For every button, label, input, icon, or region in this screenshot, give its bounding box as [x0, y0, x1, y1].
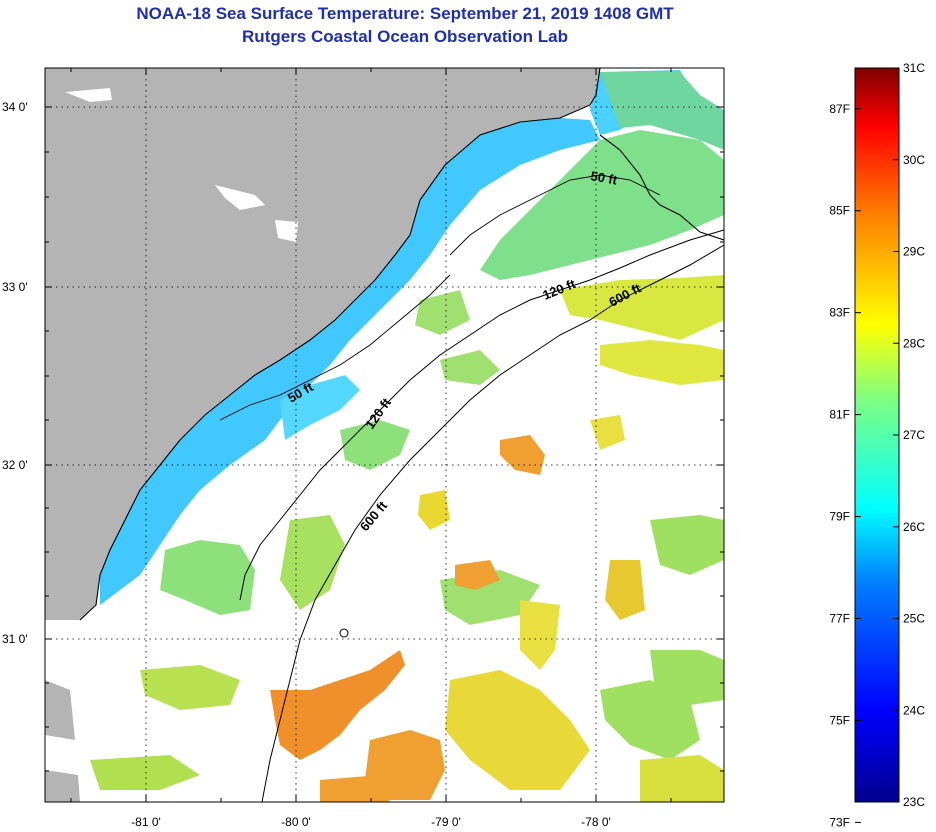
isobath-50ft — [219, 274, 451, 421]
warmest-water — [455, 560, 500, 590]
colorbar-label-fahrenheit: 87F — [829, 102, 850, 116]
map-subtitle: Rutgers Coastal Ocean Observation Lab — [242, 27, 568, 46]
colorbar-label-celsius: 23C — [903, 795, 925, 809]
isobath-50ft — [449, 174, 661, 256]
coastline — [599, 134, 724, 241]
shelf-water — [415, 290, 470, 335]
colorbar-label-fahrenheit: 75F — [829, 713, 850, 727]
isobath-600ft — [261, 244, 724, 802]
isobath-120ft — [239, 229, 724, 601]
lon-tick-label: -81 0' — [131, 815, 161, 829]
land-area-south-2 — [45, 770, 80, 802]
colorbar-label-celsius: 31C — [903, 61, 925, 75]
warmest-water — [365, 730, 445, 800]
warm-water — [560, 275, 724, 340]
colorbar — [854, 67, 900, 803]
isobath-islet — [339, 628, 349, 638]
warm-water — [605, 560, 645, 620]
axis-ticks — [45, 68, 724, 802]
coastal-cool-water — [100, 118, 600, 605]
map-title: NOAA-18 Sea Surface Temperature: Septemb… — [136, 4, 674, 23]
lon-tick-label: -79 0' — [431, 815, 461, 829]
warmest-water — [270, 650, 405, 760]
coastal-cool-water — [280, 375, 360, 440]
land-area-south — [45, 680, 75, 740]
lat-tick-label: 33 0' — [2, 280, 28, 294]
shelf-water — [480, 130, 724, 280]
lon-tick-label: -78 0' — [581, 815, 611, 829]
lat-tick-label: 34 0' — [2, 100, 28, 114]
contour-label: 50 ft — [589, 168, 619, 188]
warm-water — [140, 665, 240, 710]
colorbar-label-celsius: 27C — [903, 428, 925, 442]
colorbar-label-celsius: 28C — [903, 336, 925, 350]
cloud-patch — [275, 220, 298, 242]
colorbar-label-fahrenheit: 81F — [829, 408, 850, 422]
warm-water — [90, 755, 200, 790]
land-area — [45, 68, 600, 620]
colorbar-label-celsius: 24C — [903, 703, 925, 717]
coastline — [79, 68, 601, 621]
shelf-water — [440, 350, 500, 385]
lat-tick-label: 31 0' — [2, 632, 28, 646]
colorbar-labels: 31C 30C 29C 28C 27C 26C 25C 24C 23C 87F 85F 83F 81F 7… — [829, 61, 925, 829]
colorbar-label-fahrenheit: 85F — [829, 204, 850, 218]
colorbar-label-fahrenheit: 79F — [829, 510, 850, 524]
warm-water — [640, 755, 724, 802]
warmest-water — [320, 775, 390, 802]
shelf-water — [160, 540, 255, 615]
cloud-patch — [215, 185, 265, 210]
warmest-water — [500, 435, 545, 475]
warm-water — [520, 600, 560, 670]
warm-water — [600, 680, 700, 760]
warm-water — [418, 490, 450, 530]
colorbar-label-celsius: 30C — [903, 153, 925, 167]
colorbar-ticks — [855, 67, 899, 823]
colorbar-label-celsius: 29C — [903, 245, 925, 259]
colorbar-label-celsius: 26C — [903, 520, 925, 534]
colorbar-label-fahrenheit: 77F — [829, 612, 850, 626]
map-frame — [44, 67, 725, 803]
colorbar-label-celsius: 25C — [903, 612, 925, 626]
lat-tick-label: 32 0' — [2, 458, 28, 472]
graticule — [45, 68, 724, 802]
warm-water — [445, 670, 590, 790]
warm-water — [590, 415, 625, 450]
lon-tick-label: -80 0' — [281, 815, 311, 829]
cloud-patch — [65, 88, 112, 102]
shelf-water — [600, 72, 724, 150]
colorbar-label-fahrenheit: 83F — [829, 306, 850, 320]
colorbar-label-fahrenheit: 73F — [829, 815, 850, 829]
warm-water — [600, 340, 724, 385]
warm-water — [650, 515, 724, 575]
